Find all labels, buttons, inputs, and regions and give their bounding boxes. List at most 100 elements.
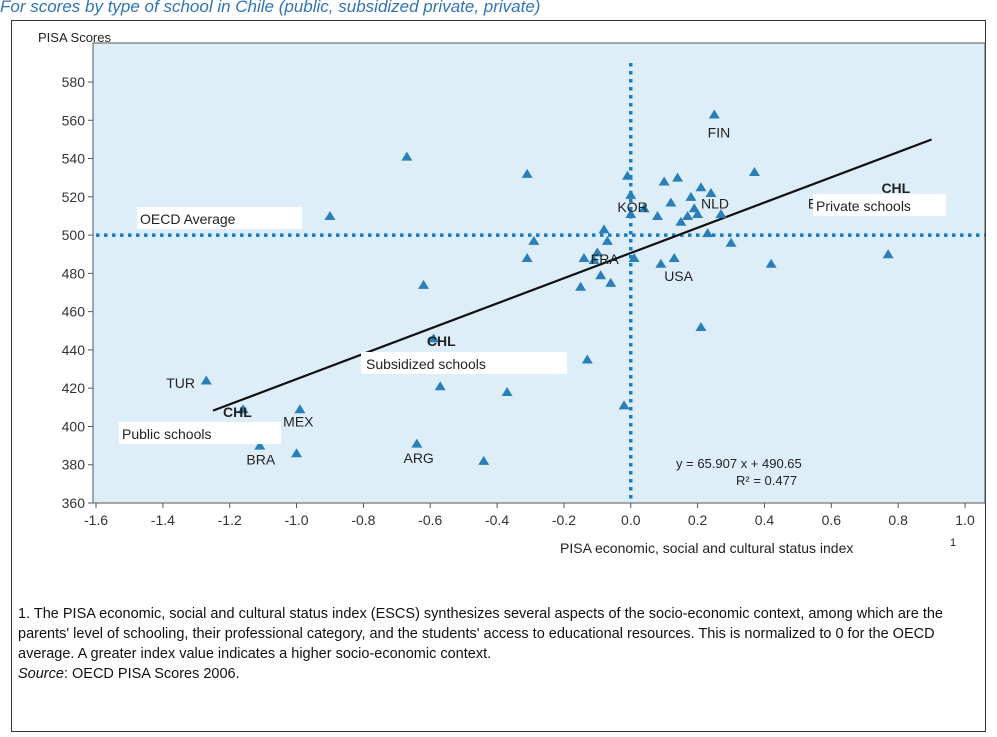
data-point <box>598 224 610 234</box>
point-label: CHL <box>223 404 252 420</box>
data-point <box>200 375 212 385</box>
data-point <box>575 281 587 291</box>
point-label: FRA <box>591 251 620 267</box>
data-point <box>682 210 694 220</box>
data-point <box>294 404 306 414</box>
data-point <box>675 216 687 226</box>
footnote: 1. The PISA economic, social and cultura… <box>18 604 980 684</box>
data-point <box>578 253 590 263</box>
data-point <box>588 254 600 264</box>
x-tick-label: -1.2 <box>218 512 242 528</box>
data-point <box>237 404 249 414</box>
public-schools-label-box <box>119 422 281 444</box>
data-point <box>652 210 664 220</box>
data-point <box>695 321 707 331</box>
y-axis-title: PISA Scores <box>38 30 111 45</box>
data-point <box>692 209 704 219</box>
data-point <box>882 249 894 259</box>
data-point <box>581 354 593 364</box>
data-point <box>618 400 630 410</box>
point-label: KOR <box>617 199 647 215</box>
trend-line <box>212 138 932 412</box>
data-point <box>672 172 684 182</box>
data-point <box>628 253 640 263</box>
point-label: BRA <box>246 452 275 468</box>
x-tick-label: -0.6 <box>418 512 442 528</box>
y-tick-label: 420 <box>62 380 86 396</box>
point-label: CHL <box>427 333 456 349</box>
data-point <box>638 203 650 213</box>
y-tick-label: 360 <box>62 495 86 511</box>
data-point <box>605 277 617 287</box>
point-label: FIN <box>708 124 731 140</box>
data-point <box>625 189 637 199</box>
y-tick-label: 460 <box>62 304 86 320</box>
data-point <box>591 247 603 257</box>
footnote-text: 1. The PISA economic, social and cultura… <box>18 606 943 662</box>
data-point <box>658 176 670 186</box>
y-tick-label: 520 <box>62 189 86 205</box>
x-tick-label: -1.4 <box>151 512 175 528</box>
data-point <box>685 191 697 201</box>
data-point <box>521 253 533 263</box>
x-tick-label: -0.4 <box>485 512 509 528</box>
data-point <box>695 182 707 192</box>
source-text: : OECD PISA Scores 2006. <box>63 666 240 682</box>
private-schools-label-box <box>813 194 946 216</box>
regression-equation: y = 65.907 x + 490.65 <box>676 456 802 471</box>
x-axis-title-superscript: 1 <box>950 537 956 549</box>
data-point <box>668 253 680 263</box>
data-point <box>411 438 423 448</box>
data-point <box>725 237 737 247</box>
x-tick-label: 1.0 <box>955 512 975 528</box>
x-axis-title: PISA economic, social and cultural statu… <box>560 540 853 556</box>
point-label: MEX <box>283 413 314 429</box>
data-point <box>748 166 760 176</box>
data-point <box>621 170 633 180</box>
oecd-average-label-box <box>137 207 302 229</box>
r-squared: R² = 0.477 <box>736 473 797 488</box>
point-label: TUR <box>166 375 195 391</box>
subsidized-schools-label-box <box>361 352 567 374</box>
data-point <box>601 235 613 245</box>
data-point <box>434 381 446 391</box>
y-tick-label: 560 <box>62 112 86 128</box>
x-tick-label: 0.4 <box>755 512 775 528</box>
x-tick-label: -0.2 <box>552 512 576 528</box>
data-point <box>291 448 303 458</box>
scatter-chart: 360 380 400 420 440 460 480 500 520 540 560 580 -1.6… <box>38 30 986 556</box>
data-point <box>655 258 667 268</box>
data-point <box>478 455 490 465</box>
private-schools-label: Private schools <box>816 198 911 214</box>
public-schools-label: Public schools <box>122 426 212 442</box>
source-line: Source: OECD PISA Scores 2006. <box>18 664 980 684</box>
data-point <box>702 228 714 238</box>
x-tick-label: 0.0 <box>621 512 641 528</box>
data-point <box>765 258 777 268</box>
x-tick-label: -1.0 <box>284 512 308 528</box>
x-tick-label: 0.6 <box>822 512 842 528</box>
data-point <box>705 187 717 197</box>
y-tick-label: 580 <box>62 74 86 90</box>
y-tick-label: 380 <box>62 457 86 473</box>
x-tick-label: 0.8 <box>888 512 908 528</box>
data-point <box>521 168 533 178</box>
data-point <box>665 197 677 207</box>
x-tick-label: -1.6 <box>84 512 108 528</box>
y-tick-label: 540 <box>62 151 86 167</box>
y-tick-label: 500 <box>62 227 86 243</box>
x-tick-label: 0.2 <box>688 512 708 528</box>
data-point <box>501 387 513 397</box>
data-point <box>401 151 413 161</box>
data-point <box>595 270 607 280</box>
y-tick-label: 440 <box>62 342 86 358</box>
data-point <box>715 209 727 219</box>
point-label: USA <box>664 268 693 284</box>
oecd-average-label: OECD Average <box>140 211 236 227</box>
x-tick-label: -0.8 <box>351 512 375 528</box>
data-point <box>418 279 430 289</box>
data-point <box>708 109 720 119</box>
source-label: Source <box>18 666 64 682</box>
subsidized-schools-label: Subsidized schools <box>366 356 486 372</box>
data-point <box>428 333 440 343</box>
